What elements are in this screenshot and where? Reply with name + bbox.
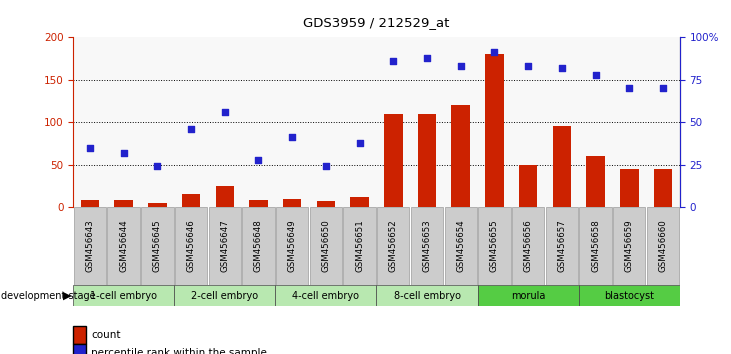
Bar	[512, 207, 545, 285]
Point	[624, 85, 635, 91]
Text: GSM456643: GSM456643	[86, 219, 94, 273]
Bar	[242, 207, 275, 285]
Text: 1-cell embryo: 1-cell embryo	[90, 291, 157, 301]
Text: blastocyst: blastocyst	[605, 291, 654, 301]
Bar	[249, 200, 268, 207]
Text: GSM456660: GSM456660	[659, 219, 667, 273]
Point	[253, 157, 265, 162]
Point	[488, 50, 500, 55]
Text: GSM456646: GSM456646	[186, 219, 196, 273]
Text: 4-cell embryo: 4-cell embryo	[292, 291, 360, 301]
Bar	[376, 285, 477, 306]
Bar	[485, 54, 504, 207]
Point	[387, 58, 399, 64]
Bar	[417, 114, 436, 207]
Bar	[175, 207, 208, 285]
Bar	[80, 200, 99, 207]
Text: 8-cell embryo: 8-cell embryo	[393, 291, 461, 301]
Bar	[444, 207, 477, 285]
Text: GSM456644: GSM456644	[119, 219, 128, 273]
Bar	[377, 207, 409, 285]
Bar	[344, 207, 376, 285]
Point	[522, 63, 534, 69]
Bar	[182, 194, 200, 207]
Bar	[613, 207, 645, 285]
Bar	[216, 186, 234, 207]
Bar	[276, 285, 376, 306]
Point	[219, 109, 230, 115]
Bar	[114, 200, 133, 207]
Bar	[174, 285, 276, 306]
Point	[118, 150, 129, 155]
Bar	[107, 207, 140, 285]
Text: GSM456648: GSM456648	[254, 219, 263, 273]
Bar	[317, 201, 336, 207]
Text: 2-cell embryo: 2-cell embryo	[192, 291, 258, 301]
Text: ▶: ▶	[63, 291, 72, 301]
Bar	[553, 126, 571, 207]
Text: GSM456653: GSM456653	[423, 219, 431, 273]
Text: GSM456651: GSM456651	[355, 219, 364, 273]
Bar	[208, 207, 241, 285]
Point	[354, 140, 366, 145]
Point	[455, 63, 466, 69]
Bar	[545, 207, 578, 285]
Text: GSM456654: GSM456654	[456, 219, 465, 273]
Text: count: count	[91, 330, 121, 340]
Text: GSM456659: GSM456659	[625, 220, 634, 272]
Text: GSM456657: GSM456657	[557, 219, 567, 273]
Bar	[73, 285, 174, 306]
Bar	[310, 207, 342, 285]
Point	[590, 72, 602, 78]
Bar	[74, 207, 106, 285]
Point	[151, 164, 163, 169]
Bar	[477, 285, 579, 306]
Point	[421, 55, 433, 61]
Point	[84, 145, 96, 150]
Text: GSM456645: GSM456645	[153, 219, 162, 273]
Bar	[586, 156, 605, 207]
Bar	[579, 285, 680, 306]
Point	[320, 164, 332, 169]
Bar	[411, 207, 443, 285]
Bar	[148, 203, 167, 207]
Bar	[283, 199, 301, 207]
Bar	[519, 165, 537, 207]
Text: GSM456649: GSM456649	[288, 220, 297, 272]
Text: percentile rank within the sample: percentile rank within the sample	[91, 348, 268, 354]
Text: GSM456647: GSM456647	[220, 219, 230, 273]
Bar	[350, 197, 369, 207]
Point	[556, 65, 568, 70]
Bar	[580, 207, 612, 285]
Text: GSM456656: GSM456656	[523, 219, 533, 273]
Text: GDS3959 / 212529_at: GDS3959 / 212529_at	[303, 16, 450, 29]
Bar	[384, 114, 403, 207]
Point	[657, 85, 669, 91]
Text: GSM456655: GSM456655	[490, 219, 499, 273]
Text: development stage: development stage	[1, 291, 95, 301]
Text: GSM456652: GSM456652	[389, 219, 398, 273]
Bar	[620, 169, 639, 207]
Bar	[141, 207, 173, 285]
Point	[287, 135, 298, 140]
Bar	[276, 207, 308, 285]
Text: GSM456658: GSM456658	[591, 219, 600, 273]
Bar	[647, 207, 679, 285]
Bar	[452, 105, 470, 207]
Text: GSM456650: GSM456650	[322, 219, 330, 273]
Point	[185, 126, 197, 132]
Bar	[654, 169, 673, 207]
Text: morula: morula	[511, 291, 545, 301]
Bar	[478, 207, 511, 285]
